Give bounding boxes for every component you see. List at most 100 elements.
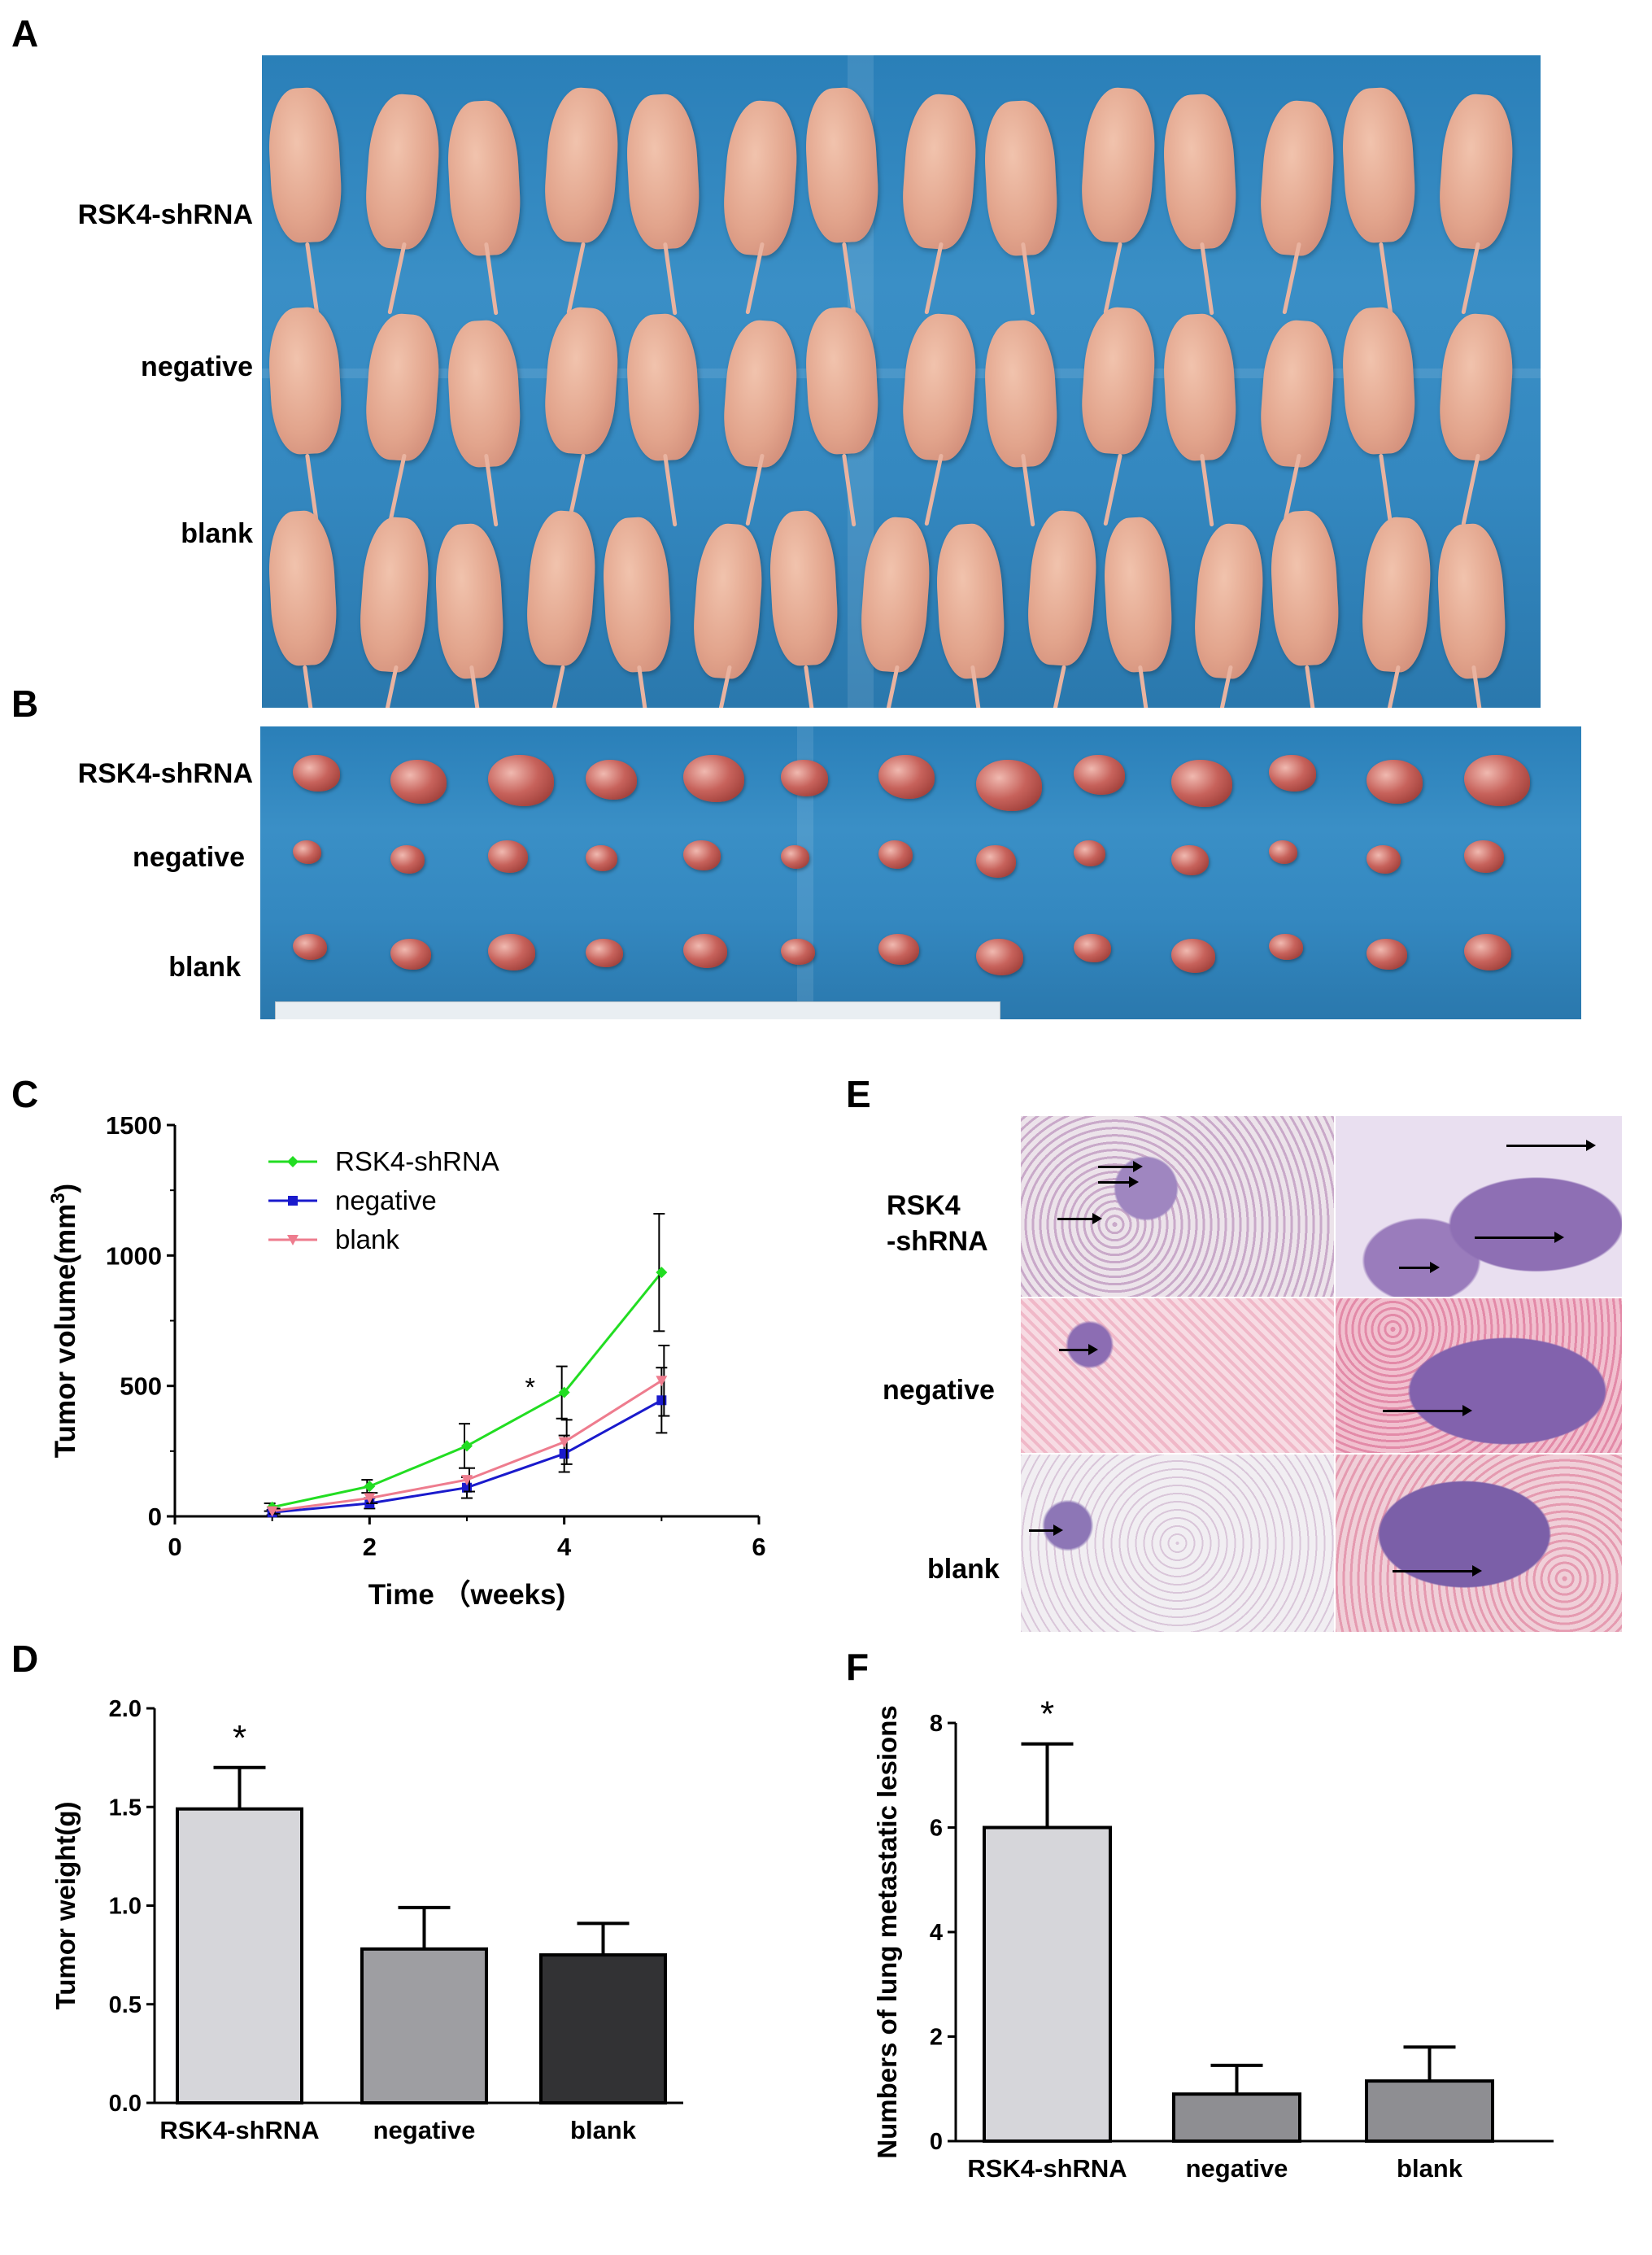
tumor: [1269, 934, 1303, 960]
tumor: [878, 755, 935, 799]
mouse-tail: [1305, 665, 1323, 708]
mouse: [982, 318, 1060, 469]
panel-letter-a: A: [11, 12, 39, 55]
mouse-tail: [924, 242, 944, 315]
mouse: [1078, 85, 1159, 245]
tumor: [683, 934, 728, 968]
data-point: [461, 1475, 473, 1486]
tumor: [390, 845, 425, 874]
row-label-b-rsk4: RSK4-shRNA: [77, 758, 253, 789]
legend-label: blank: [335, 1224, 399, 1254]
mouse-tail: [1378, 242, 1393, 316]
row-label-e-rsk4-text: RSK4 -shRNA: [887, 1190, 988, 1257]
tumor: [586, 760, 638, 800]
tumor: [1366, 939, 1407, 970]
tumor: [976, 939, 1024, 975]
tumor: [878, 840, 913, 869]
tumor: [1074, 934, 1111, 963]
significance-mark: *: [233, 1718, 246, 1758]
bar-negative: [360, 1947, 488, 2105]
tumor: [1074, 755, 1126, 796]
mouse: [934, 522, 1008, 680]
mouse: [1101, 516, 1175, 674]
y-tick-label: 500: [120, 1372, 162, 1401]
mouse: [1340, 85, 1418, 245]
mouse-tail: [924, 453, 944, 526]
panel-letter-c: C: [11, 1073, 39, 1115]
tumor: [1464, 934, 1512, 970]
histology-image: [1019, 1114, 1336, 1298]
mouse: [362, 312, 442, 463]
mouse: [266, 85, 344, 245]
tumor: [976, 845, 1017, 879]
mouse: [266, 509, 339, 667]
arrow-indicator: [1029, 1524, 1063, 1536]
y-tick-label: 0: [148, 1503, 162, 1531]
mouse: [624, 92, 702, 251]
panel-letter-f: F: [846, 1646, 870, 1688]
tumor: [586, 845, 617, 871]
mouse-tail: [304, 242, 320, 316]
category-label: negative: [1186, 2154, 1288, 2183]
tumor: [1366, 845, 1401, 874]
mouse: [1436, 92, 1517, 251]
row-label-e-rsk4: RSK4 -shRNA: [887, 1188, 988, 1259]
mouse: [690, 521, 766, 681]
series-line: [272, 1271, 663, 1509]
tumor: [1171, 845, 1209, 876]
mouse-tail: [387, 453, 407, 526]
panel-letter-d: D: [11, 1638, 39, 1680]
arrow-indicator: [1057, 1213, 1102, 1224]
data-point: [656, 1267, 668, 1279]
row-label-e-blank: blank: [927, 1554, 1000, 1585]
y-tick-label: 1.0: [109, 1894, 142, 1920]
tumor-volume-chart: 0 2 4 6 0 500 1000 1500 Time （weeks) Tumor volume…: [47, 1111, 766, 1611]
histology-image: [1334, 1453, 1624, 1633]
mouse: [720, 98, 801, 258]
histology-image: [1019, 1297, 1336, 1455]
y-axis-label: Numbers of lung metastatic lesions: [872, 1705, 902, 2158]
mouse: [767, 509, 840, 667]
y-tick-label: 4: [930, 1920, 943, 1946]
mouse: [1435, 522, 1509, 680]
mouse: [523, 508, 599, 668]
row-label-a-rsk4: RSK4-shRNA: [77, 199, 253, 230]
mouse: [266, 305, 344, 456]
arrow-indicator: [1393, 1565, 1482, 1577]
legend-label: RSK4-shRNA: [335, 1146, 499, 1176]
tumor: [683, 755, 744, 803]
tumor: [1171, 939, 1216, 973]
arrow-indicator: [1059, 1344, 1098, 1355]
tumor: [1269, 755, 1316, 792]
data-point: [558, 1437, 570, 1448]
tumor: [293, 755, 340, 792]
arrow-indicator: [1399, 1262, 1440, 1273]
data-point: [656, 1376, 668, 1387]
tumor: [390, 760, 447, 804]
mouse: [1358, 515, 1435, 674]
mouse-tail: [387, 242, 407, 315]
data-point: [364, 1481, 376, 1493]
data-point: [461, 1440, 473, 1452]
tumor: [1074, 840, 1105, 866]
tumor: [1366, 760, 1423, 804]
mouse-tail: [1461, 453, 1480, 526]
tumor: [293, 934, 327, 960]
x-axis-label: Time （weeks): [368, 1579, 566, 1611]
mouse: [899, 312, 979, 463]
mouse: [624, 312, 702, 463]
tumor: [781, 760, 828, 796]
mouse-tail: [1378, 453, 1393, 527]
arrow-indicator: [1098, 1176, 1139, 1188]
mouse: [599, 516, 673, 674]
tumor: [1269, 840, 1298, 864]
category-label: blank: [570, 2116, 637, 2144]
category-label: RSK4-shRNA: [967, 2154, 1127, 2183]
data-point: [559, 1449, 569, 1459]
x-tick-label: 4: [557, 1533, 572, 1561]
mouse: [445, 318, 523, 469]
mouse-tail: [303, 665, 320, 708]
data-point: [266, 1506, 278, 1517]
arrow-indicator: [1475, 1232, 1564, 1243]
tumor: [781, 939, 815, 965]
